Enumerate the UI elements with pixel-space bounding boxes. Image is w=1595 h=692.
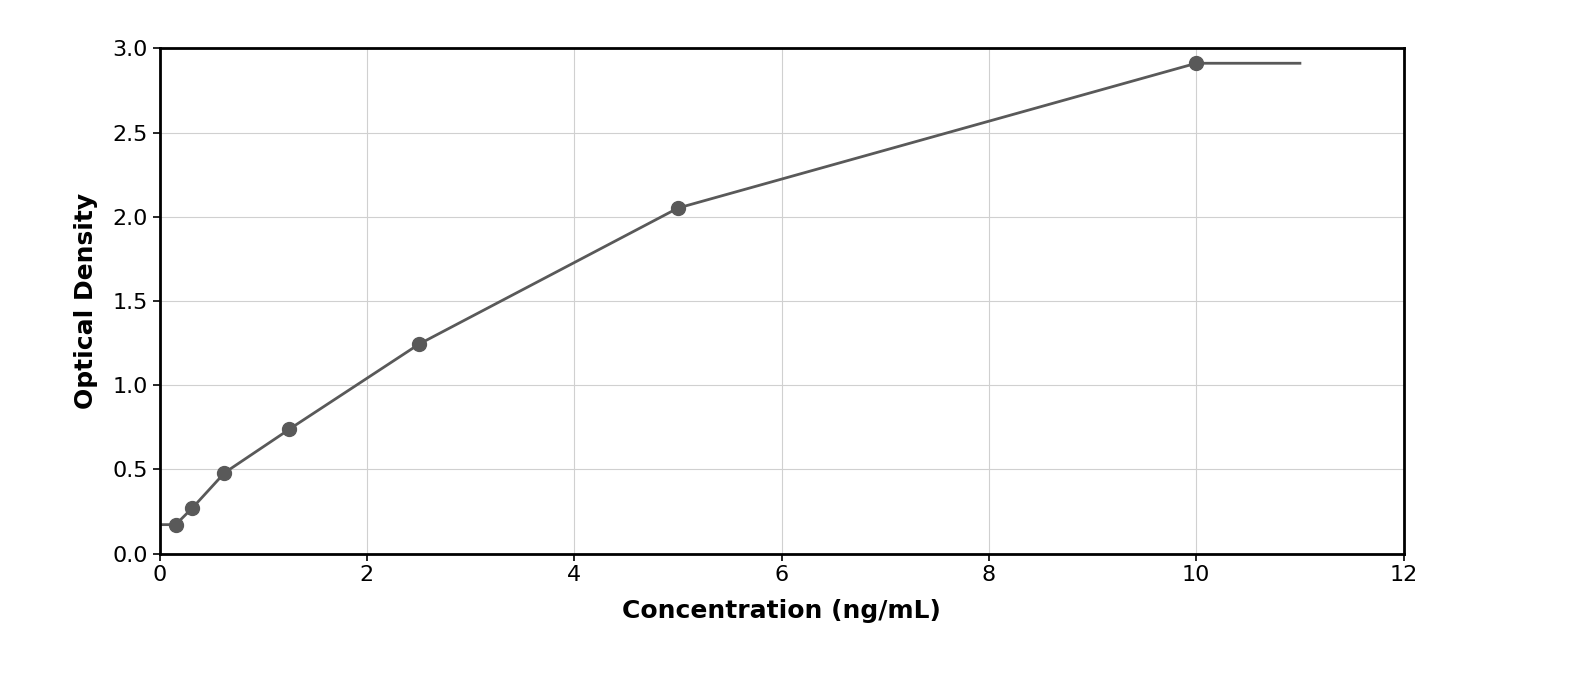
Point [179, 503, 204, 514]
Point [1183, 57, 1209, 69]
Y-axis label: Optical Density: Optical Density [75, 193, 99, 409]
X-axis label: Concentration (ng/mL): Concentration (ng/mL) [622, 599, 941, 623]
Point [276, 424, 301, 435]
Point [163, 519, 188, 530]
Point [665, 203, 691, 214]
Point [405, 339, 431, 350]
Point [212, 467, 238, 478]
